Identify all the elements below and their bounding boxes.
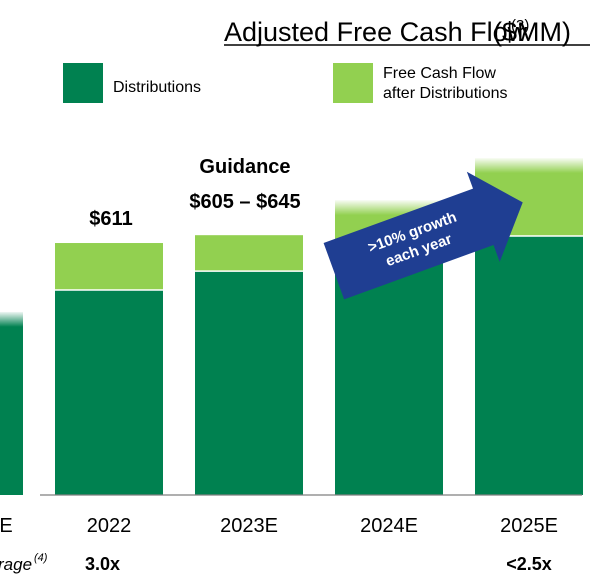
bar-segment <box>55 290 163 495</box>
leverage-label: rage <box>0 555 32 574</box>
leverage-note: (4) <box>34 552 48 564</box>
leverage-value: 3.0x <box>85 554 120 574</box>
x-tick-label: E <box>0 515 13 537</box>
guidance-range: $605 – $645 <box>189 191 300 213</box>
x-labels: E 2022 2023E 2024E 2025E <box>0 515 558 537</box>
leverage-row: rage (4) 3.0x <2.5x <box>0 552 552 574</box>
bar-segment <box>475 236 583 495</box>
title: Adjusted Free Cash Flow (3) ($MM) <box>224 17 590 47</box>
x-tick-label: 2025E <box>500 515 558 537</box>
legend-label: after Distributions <box>383 85 508 102</box>
bar-segment <box>55 243 163 291</box>
x-tick-label: 2024E <box>360 515 418 537</box>
x-tick-label: 2022 <box>87 515 132 537</box>
leverage-value: <2.5x <box>506 554 552 574</box>
bar-fade <box>475 157 583 174</box>
arrow-shape <box>323 171 523 300</box>
bar-segment <box>195 235 303 272</box>
legend-label: Distributions <box>113 79 201 96</box>
legend: Distributions Free Cash Flow after Distrib… <box>63 63 508 103</box>
title-unit: ($MM) <box>493 17 571 47</box>
guidance-label: Guidance <box>199 156 290 178</box>
legend-label: Free Cash Flow <box>383 65 496 82</box>
legend-swatch <box>333 63 373 103</box>
legend-swatch <box>63 63 103 103</box>
bar-segment <box>195 271 303 495</box>
title-note: (3) <box>511 17 529 34</box>
total-label: $611 <box>89 208 132 230</box>
x-tick-label: 2023E <box>220 515 278 537</box>
bar-segment <box>0 311 23 495</box>
bar-fade <box>0 310 23 327</box>
chart-title: Adjusted Free Cash Flow <box>224 17 528 47</box>
